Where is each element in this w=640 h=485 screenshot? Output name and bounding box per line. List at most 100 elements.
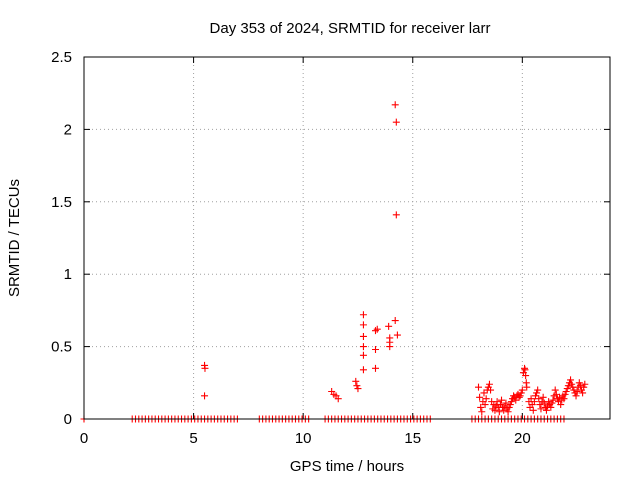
- data-point: [545, 398, 553, 406]
- data-point: [201, 392, 209, 400]
- data-point: [570, 386, 578, 394]
- data-point: [392, 211, 400, 219]
- data-point: [573, 387, 581, 395]
- data-point: [557, 401, 565, 409]
- data-point: [353, 382, 361, 390]
- data-point: [530, 398, 538, 406]
- data-point: [481, 401, 489, 409]
- data-point: [517, 389, 525, 397]
- data-point: [476, 393, 484, 401]
- data-points: [80, 101, 589, 423]
- data-point: [485, 380, 493, 388]
- data-point: [539, 393, 547, 401]
- data-point: [542, 406, 550, 414]
- data-point: [500, 406, 508, 414]
- y-tick-label: 0: [64, 411, 72, 428]
- axis-ticks: 0 0.5 1 1.5 2 2.5 0 5 10 15 20: [51, 49, 610, 447]
- data-point: [359, 311, 367, 319]
- data-point: [506, 401, 514, 409]
- data-point: [537, 405, 545, 413]
- x-tick-label: 10: [295, 430, 312, 447]
- x-tick-label: 0: [80, 430, 88, 447]
- x-axis-label: GPS time / hours: [290, 458, 404, 475]
- data-point: [371, 364, 379, 372]
- data-point: [535, 395, 543, 403]
- data-point: [393, 331, 401, 339]
- data-point: [334, 395, 342, 403]
- y-tick-label: 1.5: [51, 194, 72, 211]
- data-point: [534, 386, 542, 394]
- data-point: [359, 351, 367, 359]
- data-point: [392, 118, 400, 126]
- y-axis-label: SRMTID / TECUs: [6, 179, 23, 297]
- data-point: [478, 408, 486, 416]
- data-point: [551, 386, 559, 394]
- data-point: [371, 327, 379, 335]
- data-point: [516, 392, 524, 400]
- y-tick-label: 2: [64, 121, 72, 138]
- data-point: [359, 366, 367, 374]
- data-point: [502, 399, 510, 407]
- data-point: [391, 101, 399, 109]
- data-point: [475, 383, 482, 391]
- data-point: [493, 398, 501, 406]
- data-point: [533, 389, 541, 397]
- data-point: [487, 386, 495, 394]
- data-point: [549, 396, 557, 404]
- grid: [84, 57, 610, 419]
- data-point: [371, 345, 379, 353]
- data-point: [562, 387, 570, 395]
- data-point: [552, 390, 560, 398]
- data-point: [359, 321, 367, 329]
- data-point: [547, 403, 555, 411]
- data-point: [568, 380, 576, 388]
- data-point: [581, 380, 589, 388]
- data-point: [579, 389, 587, 397]
- data-point: [523, 383, 531, 391]
- data-point: [504, 408, 512, 416]
- data-point: [512, 396, 520, 404]
- data-point: [201, 364, 209, 372]
- data-point: [480, 389, 488, 397]
- data-point: [385, 322, 393, 330]
- data-point: [527, 395, 535, 403]
- data-point: [477, 403, 485, 411]
- y-tick-label: 0.5: [51, 339, 72, 356]
- data-point: [373, 325, 381, 333]
- data-point: [386, 343, 394, 351]
- data-point: [515, 393, 523, 401]
- data-point: [498, 396, 506, 404]
- data-point: [564, 382, 572, 390]
- data-point: [531, 392, 539, 400]
- data-point: [529, 406, 537, 414]
- data-point: [575, 379, 583, 387]
- data-point: [561, 390, 569, 398]
- y-tick-label: 1: [64, 266, 72, 283]
- data-point: [359, 343, 367, 351]
- data-point: [391, 317, 399, 325]
- data-point: [580, 383, 588, 391]
- y-tick-label: 2.5: [51, 49, 72, 66]
- data-point: [563, 385, 571, 393]
- data-point: [540, 399, 548, 407]
- data-point: [572, 392, 580, 400]
- data-point: [507, 398, 515, 406]
- data-point: [505, 403, 513, 411]
- x-tick-label: 20: [514, 430, 531, 447]
- data-point: [482, 395, 490, 403]
- chart-title: Day 353 of 2024, SRMTID for receiver lar…: [210, 20, 491, 37]
- data-point: [522, 372, 530, 380]
- data-point: [491, 406, 499, 414]
- x-tick-label: 15: [404, 430, 421, 447]
- data-point: [521, 366, 529, 374]
- data-point: [518, 386, 526, 394]
- data-point: [576, 382, 584, 390]
- data-point: [567, 376, 575, 384]
- data-point: [548, 399, 556, 407]
- data-point: [359, 332, 367, 340]
- plot-frame: [83, 56, 611, 420]
- x-tick-label: 5: [189, 430, 197, 447]
- data-point: [352, 377, 360, 385]
